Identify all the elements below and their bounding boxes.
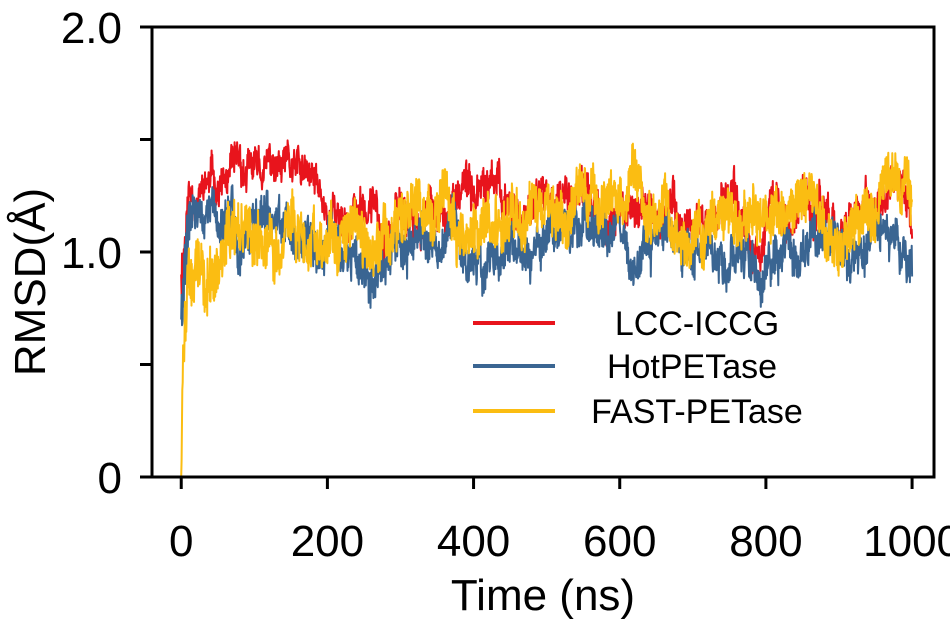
series-layer bbox=[180, 139, 914, 478]
x-tick-label: 600 bbox=[583, 517, 656, 566]
x-tick-label: 0 bbox=[169, 517, 193, 566]
y-tick-label: 2.0 bbox=[61, 4, 122, 53]
y-tick-label: 1.0 bbox=[61, 229, 122, 278]
x-tick-label: 1000 bbox=[863, 517, 950, 566]
legend-label-lcc-iccg: LCC-ICCG bbox=[615, 305, 779, 343]
legend-label-fast-petase: FAST-PETase bbox=[591, 393, 803, 431]
legend: LCC-ICCG HotPETase FAST-PETase bbox=[473, 305, 803, 431]
y-tick-label: 0 bbox=[98, 454, 122, 503]
x-tick-label: 800 bbox=[729, 517, 802, 566]
x-tick-label: 400 bbox=[437, 517, 510, 566]
legend-label-hotpetase: HotPETase bbox=[607, 348, 777, 386]
tick-layer: 0 200 400 600 800 1000 0 1.0 2.0 bbox=[61, 4, 950, 566]
y-axis-label: RMSD(Å) bbox=[6, 188, 55, 376]
series-line-fast-petase bbox=[180, 142, 914, 478]
x-axis-label: Time (ns) bbox=[451, 571, 635, 620]
x-tick-label: 200 bbox=[291, 517, 364, 566]
